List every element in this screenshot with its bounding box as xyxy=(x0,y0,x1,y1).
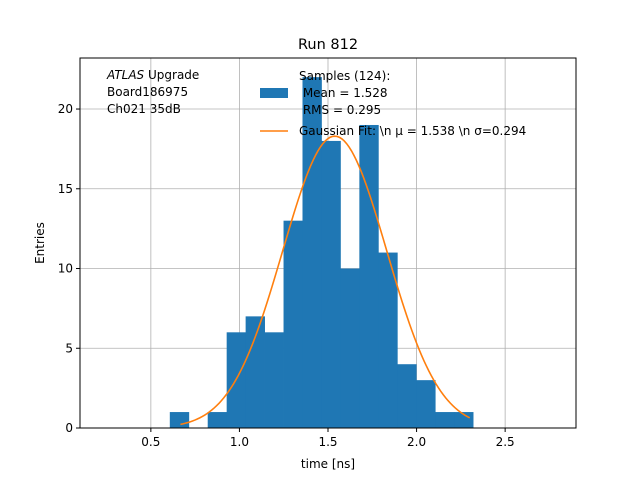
annotation-line-1: Board186975 xyxy=(107,85,188,99)
bar-5 xyxy=(264,332,284,428)
x-tick-label-4: 2.5 xyxy=(496,435,515,449)
x-tick-label-1: 1.0 xyxy=(230,435,249,449)
y-tick-label-3: 15 xyxy=(58,182,73,196)
annotation-line-0: ATLAS Upgrade xyxy=(106,68,199,82)
bar-12 xyxy=(397,364,417,428)
y-axis-ticks: 0 5 10 15 20 xyxy=(58,102,80,435)
bar-13 xyxy=(416,380,436,428)
legend-fit-label: Gaussian Fit: \n μ = 1.538 \n σ=0.294 xyxy=(299,124,526,138)
legend-hist-mean: Mean = 1.528 xyxy=(299,86,388,100)
y-tick-label-4: 20 xyxy=(58,102,73,116)
legend: Samples (124): Mean = 1.528 RMS = 0.295 … xyxy=(260,69,526,138)
bar-9 xyxy=(340,268,360,428)
y-tick-label-2: 10 xyxy=(58,262,73,276)
y-axis-label: Entries xyxy=(33,222,47,264)
legend-hist-swatch xyxy=(260,88,288,98)
bar-10 xyxy=(359,124,379,428)
chart-title: Run 812 xyxy=(298,37,358,53)
bar-15 xyxy=(454,412,474,428)
bar-7 xyxy=(302,77,322,428)
bar-4 xyxy=(245,316,265,428)
x-tick-label-3: 2.0 xyxy=(407,435,426,449)
bar-6 xyxy=(283,220,303,428)
bar-8 xyxy=(321,140,341,428)
x-tick-label-0: 0.5 xyxy=(141,435,160,449)
y-tick-label-0: 0 xyxy=(65,421,73,435)
bar-0 xyxy=(169,412,190,428)
annotation-line-2: Ch021 35dB xyxy=(107,102,181,116)
legend-hist-rms: RMS = 0.295 xyxy=(299,103,381,117)
bar-14 xyxy=(435,412,455,428)
x-tick-label-2: 1.5 xyxy=(318,435,337,449)
y-tick-label-1: 5 xyxy=(65,341,73,355)
gaussian-fit xyxy=(180,135,471,426)
atlas-annotation: ATLAS Upgrade Board186975 Ch021 35dB xyxy=(106,68,199,116)
bar-11 xyxy=(378,252,398,428)
fit-curve xyxy=(180,135,471,426)
x-axis-ticks: 0.5 1.0 1.5 2.0 2.5 xyxy=(141,428,515,449)
bar-2 xyxy=(207,412,228,428)
legend-hist-label: Samples (124): xyxy=(299,69,390,83)
x-axis-label: time [ns] xyxy=(301,457,355,471)
